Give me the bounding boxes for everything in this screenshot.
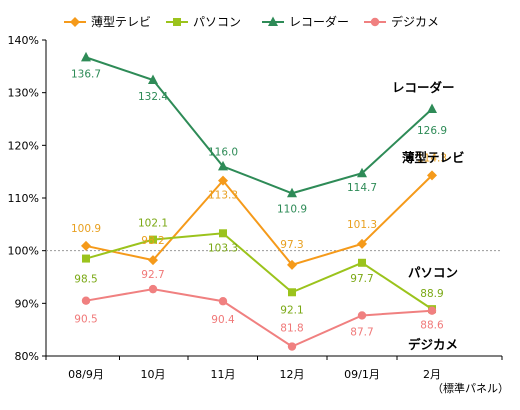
data-point <box>427 170 437 181</box>
data-point <box>287 187 297 198</box>
legend-label: レコーダー <box>289 14 349 29</box>
legend-item: デジカメ <box>364 14 439 29</box>
data-label: 100.9 <box>71 223 101 235</box>
legend-label: デジカメ <box>391 14 439 29</box>
data-labels: 100.9 98.2 113.3 97.3 101.3 114.3 98.5 102.1 103… <box>71 68 447 338</box>
y-tick-label: 100% <box>8 245 39 258</box>
data-point <box>82 254 90 263</box>
legend: 薄型テレビ パソコン レコーダー デジカメ <box>64 14 439 29</box>
legend-marker <box>268 16 278 26</box>
data-point <box>218 160 228 171</box>
data-label: 114.7 <box>347 182 377 194</box>
series-3 <box>81 284 437 351</box>
legend-marker <box>173 18 181 26</box>
data-point <box>358 258 366 267</box>
y-tick-label: 130% <box>8 87 39 100</box>
panel-note: （標準パネル） <box>432 381 509 395</box>
x-tick-label: 09/1月 <box>344 368 380 381</box>
legend-marker <box>370 17 380 27</box>
data-label: 114.3 <box>417 152 447 164</box>
axes: 140% 130% 120% 110% 100% 90% 80% 08/9月 10月 11月 12月… <box>8 34 503 381</box>
data-point <box>81 240 91 251</box>
y-tick-label: 140% <box>8 34 39 47</box>
data-point <box>357 311 367 320</box>
y-tick-label: 90% <box>15 297 39 310</box>
data-label: 98.2 <box>141 235 164 247</box>
data-label: 116.0 <box>208 146 238 158</box>
data-point <box>148 255 158 266</box>
data-label: 126.9 <box>417 125 447 137</box>
data-point <box>427 103 437 113</box>
data-label: 81.8 <box>280 323 303 335</box>
legend-label: パソコン <box>193 15 241 29</box>
data-point <box>81 51 91 62</box>
series-end-label: レコーダー <box>392 80 455 95</box>
data-label: 136.7 <box>71 68 101 80</box>
data-label: 102.1 <box>138 218 168 230</box>
data-label: 90.5 <box>74 314 97 326</box>
data-point <box>288 288 296 297</box>
data-label: 110.9 <box>277 203 307 215</box>
x-tick-label: 10月 <box>141 368 166 381</box>
data-point <box>148 284 158 294</box>
data-point <box>357 167 367 178</box>
legend-item: パソコン <box>166 15 241 29</box>
x-tick-label: 11月 <box>211 368 236 381</box>
data-point <box>218 297 228 306</box>
data-point <box>427 306 437 315</box>
x-tick-label: 2月 <box>423 368 441 381</box>
series-line <box>85 174 433 267</box>
data-label: 87.7 <box>350 326 373 338</box>
y-tick-label: 120% <box>8 139 39 152</box>
data-label: 98.5 <box>74 274 97 286</box>
series-line <box>85 56 433 195</box>
series-line <box>85 232 433 310</box>
data-label: 92.7 <box>141 269 164 281</box>
x-tick-label: 12月 <box>280 368 305 381</box>
y-tick-label: 110% <box>8 192 39 205</box>
data-point <box>218 175 228 186</box>
legend-marker <box>70 17 80 27</box>
series-1 <box>82 229 436 314</box>
y-tick-label: 80% <box>15 350 39 363</box>
data-label: 88.6 <box>420 320 444 332</box>
data-label: 132.4 <box>138 91 168 103</box>
data-point <box>287 259 297 270</box>
series-end-label: パソコン <box>408 265 458 280</box>
x-tick-label: 08/9月 <box>68 368 104 381</box>
series-0 <box>81 170 437 270</box>
series-lines <box>81 51 437 351</box>
data-label: 97.3 <box>280 239 303 251</box>
data-point <box>149 235 157 244</box>
data-point <box>81 296 91 305</box>
data-label: 90.4 <box>211 314 235 326</box>
data-point <box>219 229 227 238</box>
data-label: 88.9 <box>420 288 443 300</box>
data-label: 97.7 <box>350 273 373 285</box>
data-point <box>148 74 158 85</box>
series-end-label: デジカメ <box>408 337 458 352</box>
series-end-label: 薄型テレビ <box>402 150 465 165</box>
data-label: 92.1 <box>280 304 303 316</box>
data-label: 113.3 <box>208 190 238 202</box>
data-label: 103.3 <box>208 242 238 254</box>
data-point <box>357 238 367 249</box>
series-line <box>85 288 433 348</box>
data-label: 101.3 <box>347 219 377 231</box>
legend-label: 薄型テレビ <box>91 14 151 29</box>
data-point <box>287 342 297 351</box>
legend-item: レコーダー <box>262 14 349 29</box>
legend-item: 薄型テレビ <box>64 14 151 29</box>
series-2 <box>81 51 437 198</box>
